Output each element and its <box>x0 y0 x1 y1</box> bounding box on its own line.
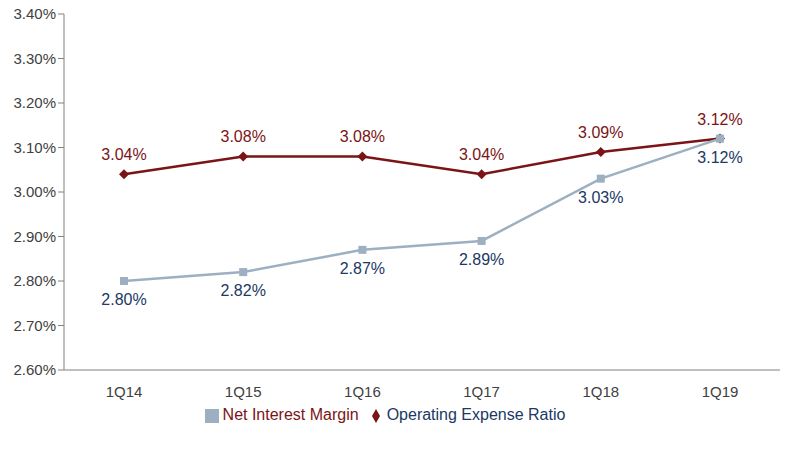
svg-text:2.89%: 2.89% <box>459 251 504 268</box>
svg-text:3.09%: 3.09% <box>578 124 623 141</box>
svg-text:2.82%: 2.82% <box>221 282 266 299</box>
svg-text:3.08%: 3.08% <box>340 128 385 145</box>
html-text:Operating Expense Ratio: Operating Expense Ratio <box>386 406 566 423</box>
svg-text:2.60%: 2.60% <box>13 361 56 378</box>
svg-text:1Q19: 1Q19 <box>702 383 739 400</box>
svg-text:1Q16: 1Q16 <box>344 383 381 400</box>
svg-text:1Q18: 1Q18 <box>582 383 619 400</box>
svg-text:2.70%: 2.70% <box>13 317 56 334</box>
svg-text:1Q17: 1Q17 <box>463 383 500 400</box>
svg-text:3.12%: 3.12% <box>697 149 742 166</box>
svg-text:2.90%: 2.90% <box>13 228 56 245</box>
svg-text:3.10%: 3.10% <box>13 139 56 156</box>
svg-text:2.80%: 2.80% <box>101 291 146 308</box>
svg-text:3.30%: 3.30% <box>13 50 56 67</box>
svg-text:2.80%: 2.80% <box>13 272 56 289</box>
svg-text:3.12%: 3.12% <box>697 111 742 128</box>
svg-text:3.08%: 3.08% <box>221 128 266 145</box>
html-text:Net Interest Margin: Net Interest Margin <box>222 406 359 423</box>
svg-text:3.20%: 3.20% <box>13 94 56 111</box>
svg-text:2.87%: 2.87% <box>340 260 385 277</box>
svg-text:3.04%: 3.04% <box>101 146 146 163</box>
svg-text:3.03%: 3.03% <box>578 189 623 206</box>
svg-text:1Q14: 1Q14 <box>106 383 143 400</box>
svg-text:1Q15: 1Q15 <box>225 383 262 400</box>
svg-text:3.04%: 3.04% <box>459 146 504 163</box>
svg-text:3.00%: 3.00% <box>13 183 56 200</box>
svg-text:3.40%: 3.40% <box>13 8 56 22</box>
